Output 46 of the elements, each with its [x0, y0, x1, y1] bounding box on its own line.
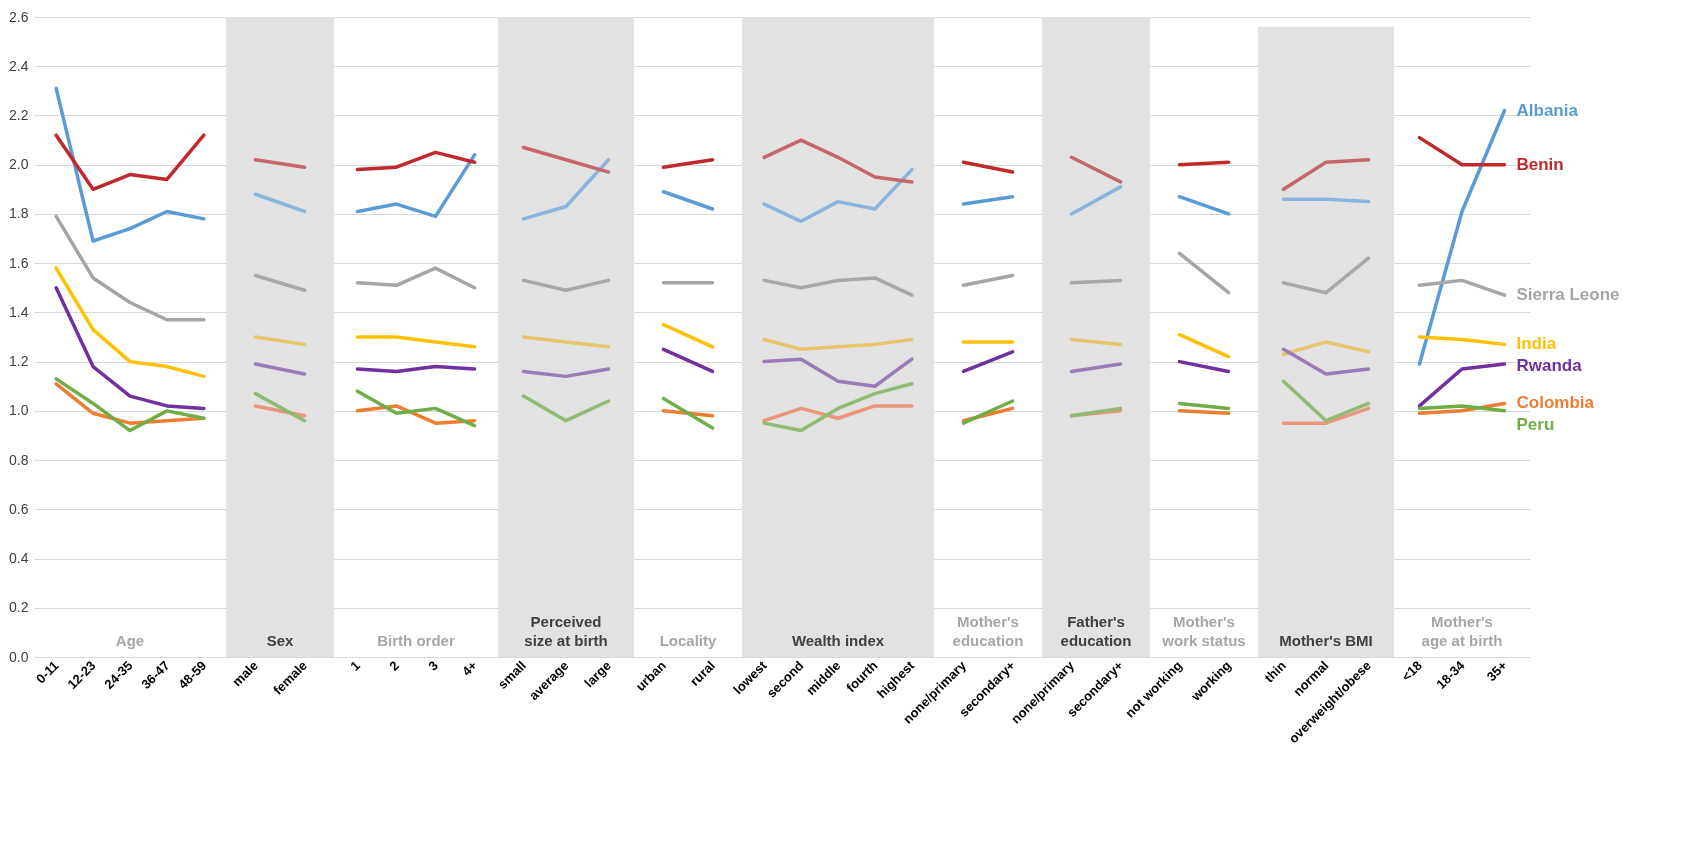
- line-series: [54, 266, 206, 379]
- y-tick-label: 0.4: [9, 550, 29, 567]
- y-tick-label: 1.8: [9, 205, 29, 222]
- y-tick-label: 1.2: [9, 353, 29, 370]
- y-tick-label: 1.0: [9, 402, 29, 419]
- series-label: Benin: [1516, 154, 1564, 174]
- y-tick-label: 0.0: [9, 648, 29, 665]
- x-axis-title: Perceived size at birth: [524, 613, 608, 649]
- x-tick-label: thin: [1261, 657, 1289, 686]
- line-series: [54, 286, 206, 411]
- x-tick-label: 1: [347, 657, 363, 674]
- line-series: [54, 86, 206, 243]
- x-axis-title: Mother's BMI: [1279, 632, 1373, 649]
- x-axis-title: Mother's education: [952, 613, 1024, 649]
- x-tick-label: 4+: [458, 657, 481, 679]
- x-axis-title: Age: [115, 632, 145, 649]
- x-tick-label: 0-11: [33, 657, 62, 687]
- y-tick-label: 0.2: [9, 599, 29, 616]
- x-tick-label: 35+: [1483, 657, 1511, 685]
- y-tick-label: 2.4: [9, 57, 29, 74]
- x-axis-title: Wealth index: [791, 632, 885, 649]
- x-axis-title: Father's education: [1060, 613, 1132, 649]
- x-axis-title: Mother's work status: [1161, 613, 1246, 649]
- x-axis-title: Birth order: [377, 632, 455, 649]
- y-tick-label: 0.8: [9, 451, 29, 468]
- y-tick-label: 2.0: [9, 156, 29, 173]
- series-label: Peru: [1516, 415, 1555, 435]
- y-tick-label: 2.6: [9, 8, 29, 25]
- y-tick-label: 1.6: [9, 254, 29, 271]
- x-tick-label: 2: [386, 657, 402, 674]
- x-axis-title: Locality: [659, 632, 717, 649]
- series-label: India: [1516, 334, 1557, 354]
- y-tick-label: 1.4: [9, 303, 29, 320]
- y-tick-label: 2.2: [9, 106, 29, 123]
- x-axis-title: Mother's age at birth: [1421, 613, 1503, 649]
- line-series: [54, 377, 206, 433]
- x-axis-title: Sex: [266, 632, 294, 649]
- series-label: Colombia: [1516, 393, 1595, 413]
- x-tick-label: <18: [1398, 657, 1425, 685]
- series-label: Rwanda: [1516, 356, 1583, 376]
- series-label: Albania: [1516, 100, 1579, 120]
- x-tick-label: 3: [425, 657, 441, 674]
- series-label: Sierra Leone: [1516, 285, 1620, 305]
- y-tick-label: 0.6: [9, 500, 29, 517]
- line-series: [54, 133, 206, 192]
- line-series: [54, 214, 206, 322]
